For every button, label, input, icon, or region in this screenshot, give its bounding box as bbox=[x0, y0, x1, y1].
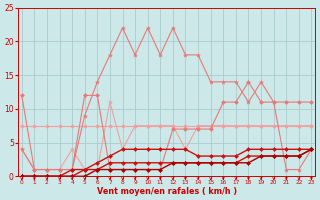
X-axis label: Vent moyen/en rafales ( km/h ): Vent moyen/en rafales ( km/h ) bbox=[97, 187, 237, 196]
